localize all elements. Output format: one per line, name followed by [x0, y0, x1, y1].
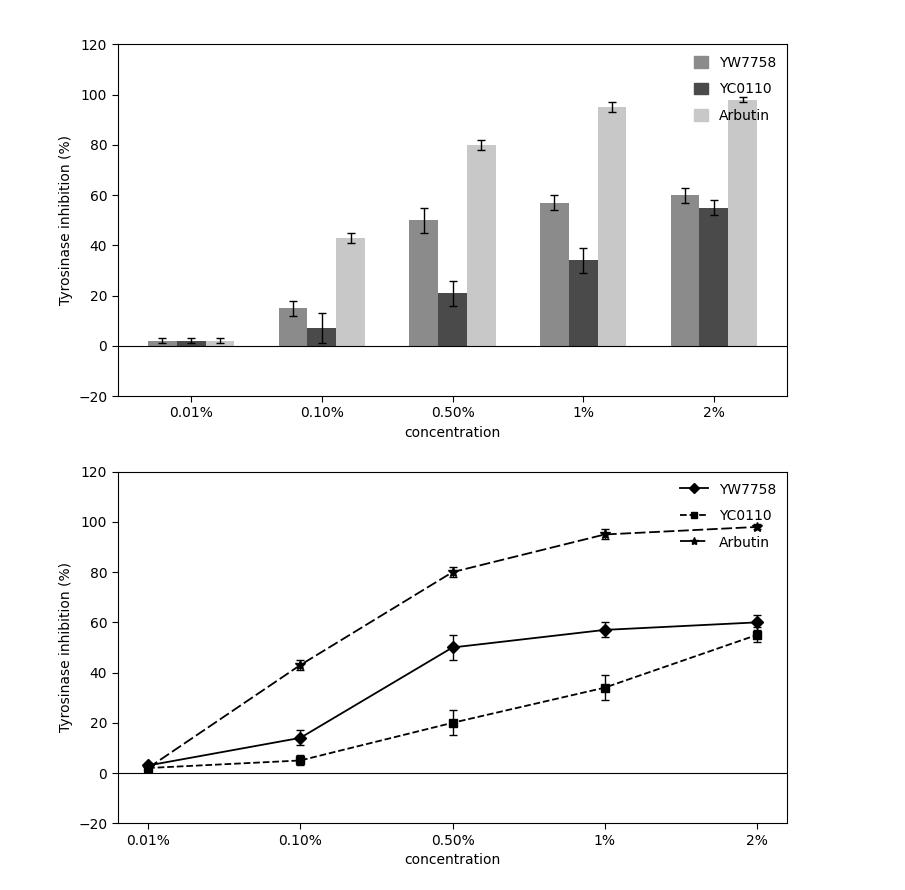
Bar [540, 203, 568, 346]
Bar [205, 341, 234, 346]
Bar [438, 293, 467, 346]
Y-axis label: Tyrosinase inhibition (%): Tyrosinase inhibition (%) [59, 135, 72, 305]
Bar [597, 108, 626, 346]
X-axis label: concentration: concentration [405, 854, 500, 867]
Bar [700, 207, 729, 346]
Bar [308, 328, 337, 346]
Bar [409, 220, 438, 346]
Legend: YW7758, YC0110, Arbutin: YW7758, YC0110, Arbutin [676, 479, 780, 554]
Bar [176, 341, 205, 346]
Bar [337, 238, 365, 346]
Y-axis label: Tyrosinase inhibition (%): Tyrosinase inhibition (%) [59, 562, 72, 732]
Legend: YW7758, YC0110, Arbutin: YW7758, YC0110, Arbutin [690, 52, 780, 126]
Bar [729, 100, 757, 346]
Bar [279, 308, 308, 346]
Bar [148, 341, 176, 346]
Bar [467, 145, 496, 346]
Bar [568, 261, 597, 346]
Bar [671, 195, 700, 346]
X-axis label: concentration: concentration [405, 426, 500, 440]
